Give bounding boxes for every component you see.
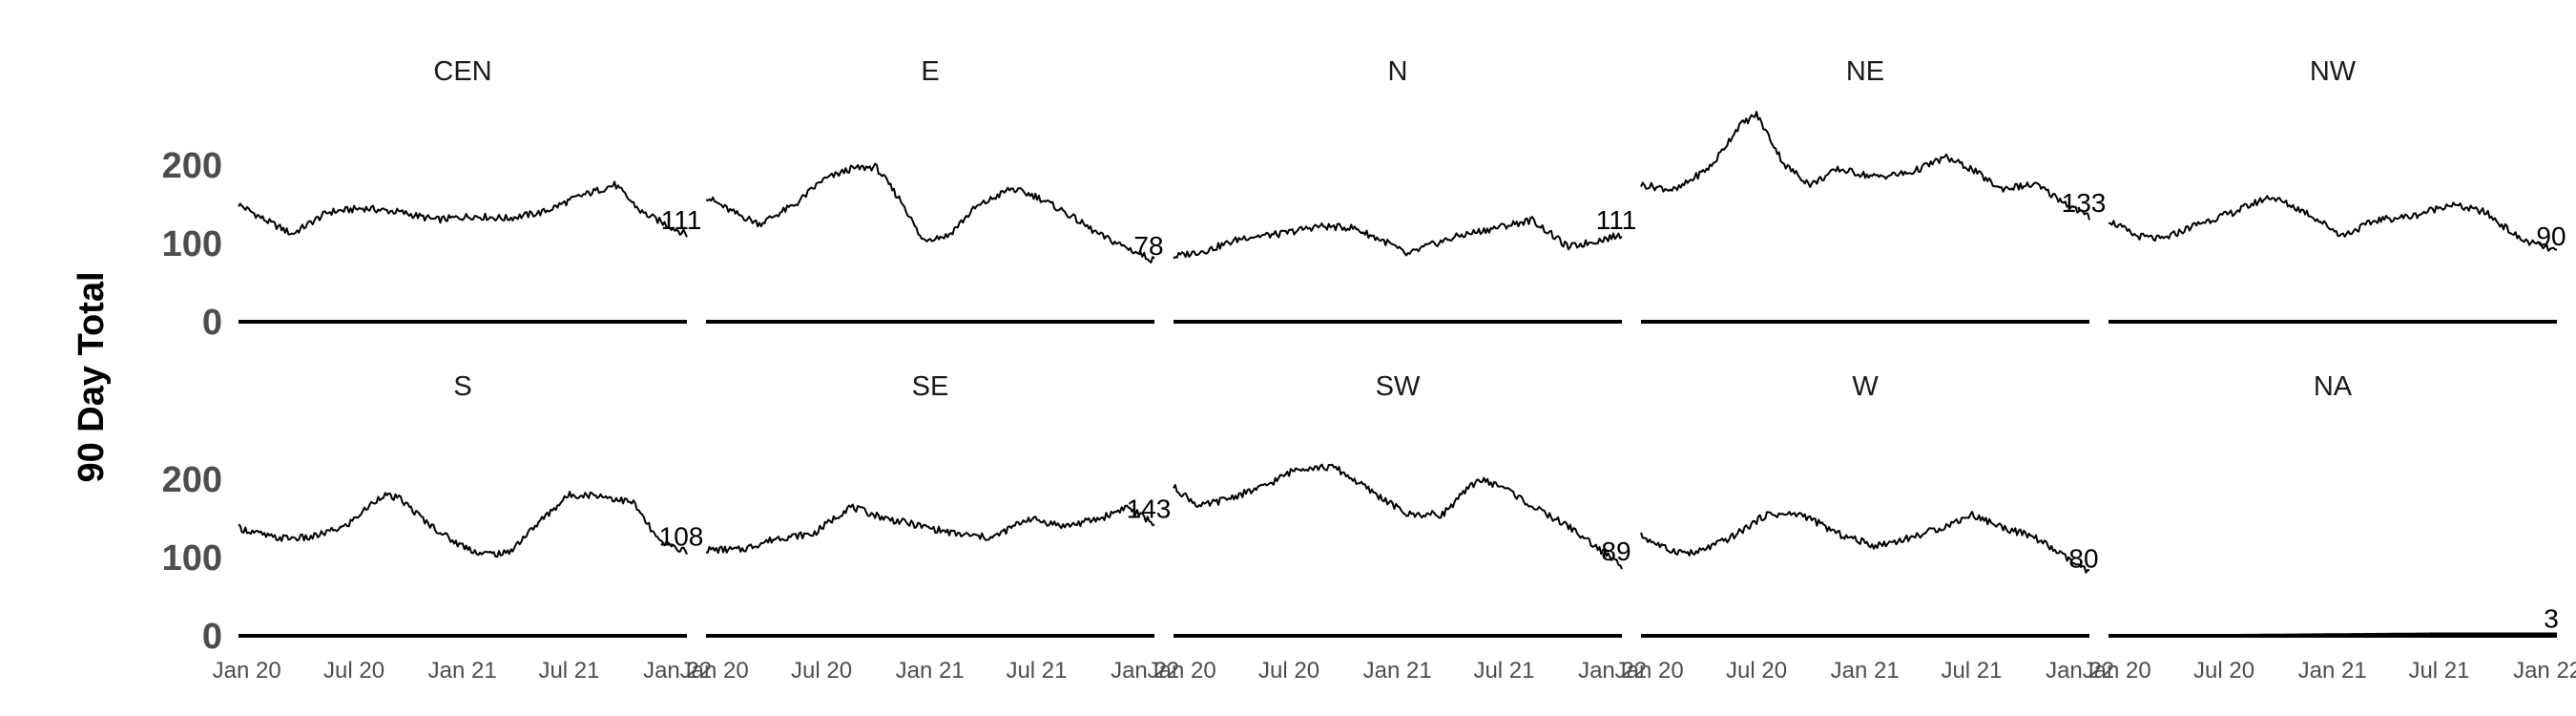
panel-title: N [1388,56,1408,87]
end-value-label: 143 [1127,495,1172,524]
panel-w: W 80 Jan 20 Jul 20 Jan 21 Jul 21 Jan 22 [1615,371,2115,684]
x-tick-label: Jul 20 [323,658,384,684]
panel-sw: SW 89 Jan 20 Jul 20 Jan 21 Jul 21 Jan 22 [1148,371,1648,684]
end-value-label: 89 [1601,537,1631,566]
x-tick-label: Jan 22 [2046,658,2114,684]
x-tick-label: Jul 20 [791,658,852,684]
series-line [1640,511,2090,574]
end-value-label: 108 [659,521,704,551]
panel-title: CEN [433,56,491,87]
x-tick-label: Jul 21 [1941,658,2002,684]
x-tick-label: Jan 22 [1578,658,1647,684]
end-value-label: 78 [1133,231,1163,261]
panel-title: NA [2314,371,2353,402]
x-tick-label: Jan 22 [643,658,712,684]
x-tick-label: Jan 20 [213,658,281,684]
series-line [1173,216,1623,260]
x-tick-label: Jan 20 [1615,658,1684,684]
panel-se: SE 143 Jan 20 Jul 20 Jan 21 Jul 21 Jan 22 [680,371,1180,684]
end-value-label: 90 [2536,221,2566,251]
series-line [238,180,688,238]
panels-group: CEN 111 0 100 200 E 78 N 111 NE 133 NW 90 S 108 0 100 200… [162,56,2576,684]
y-tick-label: 200 [162,460,222,500]
x-tick-label: Jan 21 [1363,658,1432,684]
panel-na: NA 3 Jan 20 Jul 20 Jan 21 Jul 21 Jan 22 [2083,371,2576,684]
y-tick-label: 0 [202,617,222,657]
panel-nw: NW 90 [2108,56,2566,324]
series-line [705,162,1155,263]
x-tick-label: Jan 21 [428,658,497,684]
end-value-label: 3 [2544,604,2559,634]
panel-title: SW [1376,371,1421,402]
panel-title: W [1852,371,1879,402]
end-value-label: 80 [2068,543,2098,573]
x-tick-label: Jan 21 [896,658,965,684]
x-tick-label: Jul 20 [2193,658,2254,684]
series-line [2109,632,2557,637]
series-line [1173,463,1623,570]
x-tick-label: Jan 21 [2298,658,2367,684]
series-line [238,491,688,558]
x-tick-label: Jan 20 [2083,658,2151,684]
panel-n: N 111 [1173,56,1637,324]
x-tick-label: Jan 21 [1831,658,1900,684]
x-tick-label: Jul 21 [1006,658,1067,684]
x-tick-label: Jul 20 [1258,658,1319,684]
x-tick-label: Jul 20 [1726,658,1787,684]
panel-title: E [921,56,939,87]
y-tick-label: 0 [202,303,222,343]
series-line [1640,111,2090,221]
y-tick-label: 100 [162,538,222,579]
panel-title: S [453,371,471,402]
x-tick-label: Jan 20 [1148,658,1216,684]
series-line [705,503,1155,555]
x-tick-label: Jul 21 [1473,658,1534,684]
x-tick-label: Jan 20 [680,658,749,684]
panel-ne: NE 133 [1640,56,2107,324]
end-value-label: 133 [2062,188,2107,218]
panel-title: NE [1846,56,1884,87]
y-tick-label: 100 [162,224,222,264]
end-value-label: 111 [661,205,702,235]
panel-title: SE [912,371,949,402]
x-tick-label: Jan 22 [1111,658,1179,684]
panel-title: NW [2310,56,2357,87]
y-axis-label: 90 Day Total [72,271,112,482]
end-value-label: 111 [1596,205,1637,235]
x-tick-label: Jul 21 [2408,658,2469,684]
panel-e: E 78 [705,56,1164,324]
panel-s: S 108 0 100 200 Jan 20 Jul 20 Jan 21 Jul 21 Jan 2… [162,371,713,684]
panel-cen: CEN 111 0 100 200 [162,56,702,343]
x-tick-label: Jul 21 [538,658,599,684]
series-line [2108,195,2558,252]
y-tick-label: 200 [162,146,222,186]
x-tick-label: Jan 22 [2513,658,2576,684]
